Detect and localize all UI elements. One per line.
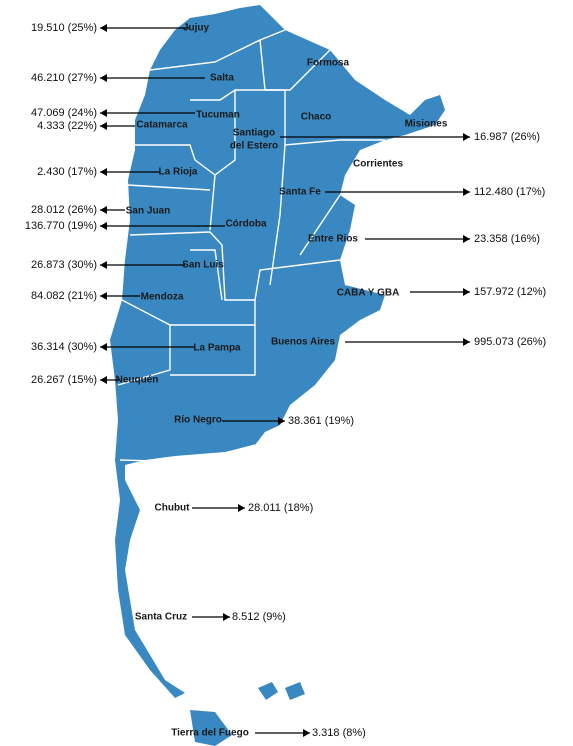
province-value: 28.012 (26%): [31, 204, 97, 216]
border: [190, 249, 223, 301]
arrow-head: [100, 122, 107, 130]
border: [129, 544, 251, 551]
province-name: Chubut: [155, 503, 191, 514]
province-name: Catamarca: [136, 120, 188, 131]
province-value: 4.333 (22%): [37, 120, 97, 132]
arrow-head: [463, 235, 470, 243]
arrow-head: [463, 133, 470, 141]
province-value: 2.430 (17%): [37, 166, 97, 178]
province-name: Mendoza: [141, 292, 184, 303]
province-name: Tucuman: [196, 110, 240, 121]
arrow-head: [100, 261, 107, 269]
province-name: Río Negro: [174, 415, 222, 426]
province-borders: [117, 29, 385, 551]
border: [170, 300, 256, 376]
province-value: 112.480 (17%): [474, 186, 545, 198]
border: [119, 444, 256, 463]
border: [299, 194, 341, 256]
arrow-head: [303, 729, 310, 737]
border: [135, 144, 216, 176]
province-value: 3.318 (8%): [312, 727, 366, 739]
arrow-head: [100, 376, 107, 384]
province-value: 36.314 (30%): [31, 341, 97, 353]
province-name: CABA Y GBA: [337, 288, 400, 299]
province-name: Tierra del Fuego: [171, 728, 249, 739]
island: [285, 682, 305, 700]
province-name: del Estero: [230, 141, 278, 152]
province-value: 995.073 (26%): [474, 336, 546, 348]
province-name: Santa Cruz: [135, 612, 187, 623]
province-value: 26.267 (15%): [31, 374, 97, 386]
province-name: La Pampa: [193, 343, 241, 354]
province-name: La Rioja: [159, 167, 198, 178]
province-value: 16.987 (26%): [474, 131, 540, 143]
arrow-head: [463, 338, 470, 346]
province-value: 23.358 (16%): [474, 233, 540, 245]
province-value: 136.770 (19%): [25, 220, 97, 232]
province-value: 157.972 (12%): [474, 286, 546, 298]
province-name: Córdoba: [225, 219, 267, 230]
province-name: Santiago: [233, 128, 275, 139]
arrow-head: [100, 343, 107, 351]
arrow-head: [463, 288, 470, 296]
province-name: Corrientes: [353, 159, 403, 170]
arrow-head: [238, 504, 245, 512]
province-name: Salta: [210, 73, 234, 84]
island: [258, 682, 278, 700]
arrow-head: [100, 292, 107, 300]
border: [269, 144, 286, 286]
province-value: 28.011 (18%): [248, 502, 313, 514]
province-value: 19.510 (25%): [31, 22, 97, 34]
province-name: Entre Rios: [308, 234, 358, 245]
arrow-head: [100, 74, 107, 82]
province-name: Chaco: [301, 112, 332, 123]
island: [190, 710, 232, 746]
arrow-head: [100, 206, 107, 214]
border: [149, 29, 286, 71]
border: [129, 231, 341, 301]
province-value: 38.361 (19%): [288, 415, 354, 427]
arrow-head: [463, 188, 470, 196]
border: [190, 88, 236, 231]
arrow-head: [223, 613, 230, 621]
border: [117, 325, 171, 386]
arrow-head: [100, 24, 107, 32]
province-name: Formosa: [307, 58, 350, 69]
mainland: [110, 5, 445, 698]
arrow-head: [100, 168, 107, 176]
border: [127, 184, 211, 191]
province-value: 26.873 (30%): [31, 259, 97, 271]
country-shape: [110, 5, 445, 746]
province-name: Neuquén: [116, 375, 159, 386]
province-value: 84.082 (21%): [31, 290, 97, 302]
labels: Jujuy 19.510 (25%) Salta 46.210 (27%) Tucuma…: [25, 22, 546, 739]
province-name: Jujuy: [183, 23, 210, 34]
arrow-head: [278, 417, 285, 425]
province-name: Buenos Aires: [271, 337, 336, 348]
province-name: Santa Fe: [279, 187, 321, 198]
province-value: 8.512 (9%): [232, 611, 286, 623]
province-name: Misiones: [405, 119, 448, 130]
province-name: San Juan: [126, 206, 170, 217]
arrow-head: [100, 222, 107, 230]
province-value: 46.210 (27%): [31, 72, 97, 84]
arrow-head: [100, 109, 107, 117]
province-value: 47.069 (24%): [31, 107, 97, 119]
province-name: San Luis: [182, 260, 224, 271]
